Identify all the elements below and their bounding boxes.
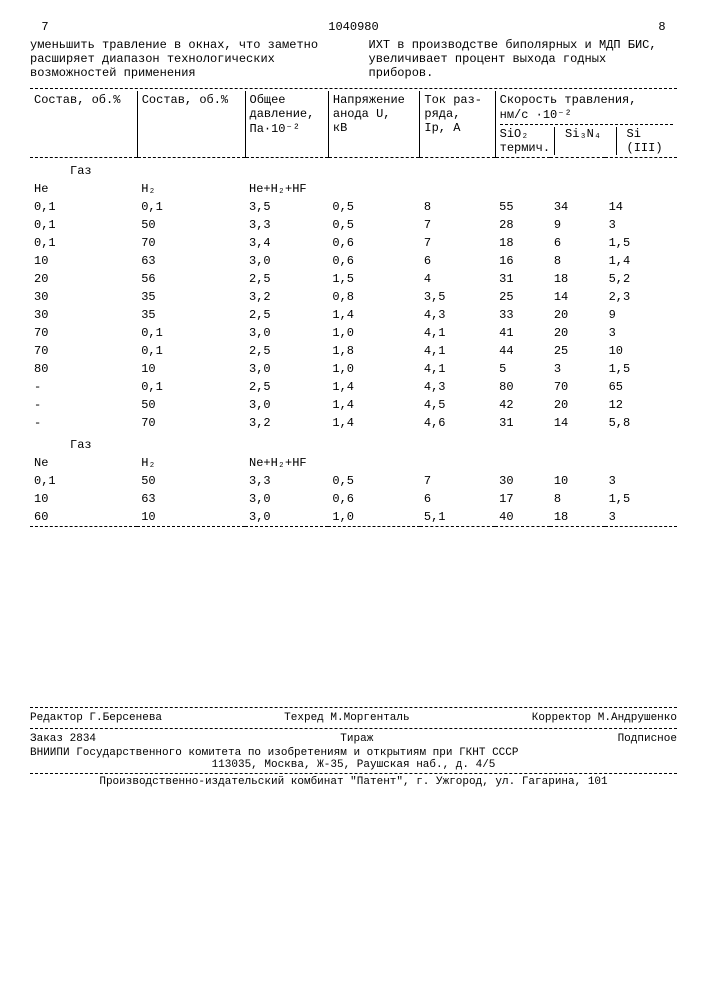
table-row: -503,01,44,5422012 xyxy=(30,396,677,414)
group-sub-row: NeH₂Ne+H₂+HF xyxy=(30,454,677,472)
table-row: 0,1503,30,572893 xyxy=(30,216,677,234)
divider xyxy=(30,707,677,708)
table-row: 60103,01,05,140183 xyxy=(30,508,677,526)
table-row: 0,1703,40,671861,5 xyxy=(30,234,677,252)
divider xyxy=(30,728,677,729)
table-row: 20562,51,5431185,2 xyxy=(30,270,677,288)
col-sostav1: Состав, об.% xyxy=(30,91,137,158)
intro-left: уменьшить травление в окнах, что заметно… xyxy=(30,38,339,80)
table-row: 10633,00,661781,5 xyxy=(30,490,677,508)
table-row: -0,12,51,44,3807065 xyxy=(30,378,677,396)
col-speed: Скорость травления, нм/с ·10⁻² SiO₂ терм… xyxy=(495,91,677,158)
footer: Редактор Г.Берсенева Техред М.Моргенталь… xyxy=(30,707,677,788)
footer-org1: ВНИИПИ Государственного комитета по изоб… xyxy=(30,747,677,759)
divider xyxy=(30,773,677,774)
table-row: 0,1503,30,5730103 xyxy=(30,472,677,490)
table-row: 30353,20,83,525142,3 xyxy=(30,288,677,306)
intro-right: ИХТ в производстве биполярных и МДП БИС,… xyxy=(369,38,678,80)
table-row: 700,12,51,84,1442510 xyxy=(30,342,677,360)
doc-number: 1040980 xyxy=(60,20,647,34)
footer-org3: Производственно-издательский комбинат "П… xyxy=(30,776,677,788)
footer-order: Заказ 2834 Тираж Подписное xyxy=(30,731,677,747)
table-row: 80103,01,04,1531,5 xyxy=(30,360,677,378)
col-current: Ток раз- ряда, Iр, А xyxy=(420,91,495,158)
col-pressure: Общее давление, Па·10⁻² xyxy=(245,91,328,158)
col-sostav2: Состав, об.% xyxy=(137,91,245,158)
table-row: -703,21,44,631145,8 xyxy=(30,414,677,432)
page-header: 7 1040980 8 xyxy=(30,20,677,34)
group-label-row: Газ xyxy=(30,158,677,181)
header-row: Состав, об.% Состав, об.% Общее давление… xyxy=(30,91,677,158)
col-voltage: Напряжение анода U, кВ xyxy=(328,91,420,158)
table-row: 0,10,13,50,58553414 xyxy=(30,198,677,216)
footer-credits: Редактор Г.Берсенева Техред М.Моргенталь… xyxy=(30,710,677,726)
table-row: 700,13,01,04,141203 xyxy=(30,324,677,342)
footer-org2: 113035, Москва, Ж-35, Раушская наб., д. … xyxy=(30,759,677,771)
intro-text: уменьшить травление в окнах, что заметно… xyxy=(30,38,677,80)
data-table: Состав, об.% Состав, об.% Общее давление… xyxy=(30,91,677,527)
right-col-num: 8 xyxy=(647,20,677,34)
group-sub-row: HeH₂He+H₂+HF xyxy=(30,180,677,198)
table-row: 10633,00,661681,4 xyxy=(30,252,677,270)
table-row: 30352,51,44,333209 xyxy=(30,306,677,324)
group-label-row: Газ xyxy=(30,432,677,454)
left-col-num: 7 xyxy=(30,20,60,34)
divider xyxy=(30,88,677,89)
